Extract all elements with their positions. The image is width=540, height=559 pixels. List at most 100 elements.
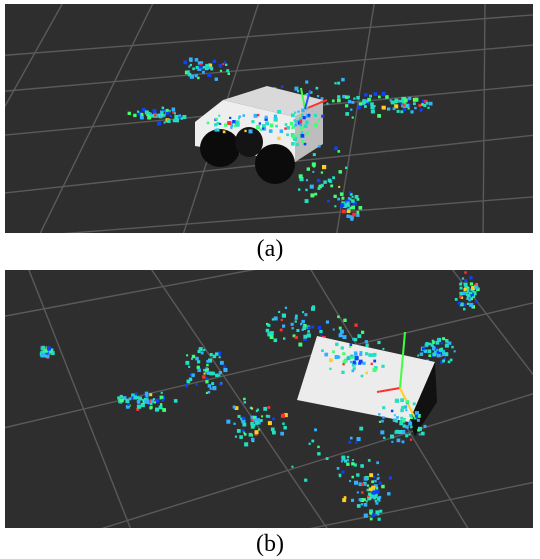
point-marker — [405, 401, 409, 405]
point-marker — [339, 192, 344, 196]
point-marker — [283, 426, 287, 430]
point-marker — [375, 510, 380, 515]
wheel-front-left — [200, 129, 240, 167]
point-marker — [330, 184, 334, 188]
point-marker — [349, 436, 353, 440]
point-marker — [305, 131, 309, 135]
point-marker — [393, 414, 396, 417]
point-marker — [354, 323, 358, 327]
point-marker — [215, 352, 219, 356]
point-marker — [262, 127, 265, 130]
point-marker — [267, 415, 271, 418]
point-marker — [149, 393, 153, 397]
point-marker — [206, 371, 210, 375]
point-marker — [344, 459, 347, 463]
point-marker — [343, 358, 348, 363]
point-marker — [347, 95, 350, 99]
point-marker — [150, 114, 155, 118]
point-marker — [464, 279, 468, 282]
point-marker — [278, 310, 281, 313]
point-marker — [469, 282, 474, 286]
point-marker — [218, 64, 223, 68]
point-marker — [294, 335, 298, 339]
point-marker — [349, 480, 352, 483]
point-marker — [40, 350, 44, 354]
point-marker — [417, 428, 420, 432]
point-marker — [316, 95, 320, 98]
point-marker — [408, 420, 412, 423]
point-marker — [338, 473, 342, 477]
point-marker — [279, 328, 283, 332]
point-marker — [418, 104, 422, 107]
point-marker — [203, 65, 206, 69]
point-marker — [205, 63, 209, 68]
point-marker — [227, 121, 231, 125]
point-marker — [132, 395, 137, 400]
point-marker — [197, 76, 200, 80]
point-marker — [223, 60, 226, 63]
point-marker — [197, 349, 201, 353]
point-marker — [435, 347, 439, 351]
point-marker — [463, 288, 467, 292]
point-marker — [370, 105, 375, 110]
point-marker — [205, 368, 209, 372]
grid-line — [150, 270, 328, 528]
point-marker — [419, 352, 424, 356]
point-marker — [147, 115, 152, 120]
point-marker — [206, 359, 210, 363]
point-marker — [122, 396, 127, 401]
point-marker — [145, 394, 149, 398]
point-marker — [413, 416, 417, 420]
point-marker — [298, 121, 302, 125]
point-marker — [250, 415, 254, 419]
point-marker — [297, 110, 300, 113]
point-marker — [464, 271, 467, 274]
point-marker — [304, 199, 309, 203]
point-marker — [306, 106, 309, 109]
point-marker — [314, 123, 318, 127]
point-marker — [119, 394, 123, 399]
point-marker — [449, 358, 453, 362]
point-marker — [381, 364, 385, 368]
point-marker — [47, 354, 50, 357]
point-marker — [351, 498, 355, 502]
point-marker — [300, 126, 304, 130]
point-marker — [304, 94, 308, 98]
point-marker — [421, 103, 424, 106]
grid-line — [5, 4, 64, 108]
point-marker — [310, 193, 315, 198]
point-marker — [325, 320, 329, 324]
point-marker — [44, 349, 48, 353]
point-marker — [344, 205, 347, 208]
point-marker — [459, 283, 462, 286]
point-marker — [359, 353, 363, 357]
robot-top-face — [223, 86, 323, 117]
point-marker — [369, 511, 373, 515]
point-marker — [187, 72, 192, 77]
point-marker — [152, 398, 155, 401]
point-marker — [354, 195, 359, 199]
point-marker — [284, 123, 288, 126]
point-marker — [436, 338, 440, 341]
point-marker — [250, 424, 255, 429]
point-marker — [185, 360, 190, 365]
point-marker — [303, 337, 307, 341]
point-marker — [389, 99, 392, 102]
point-marker — [291, 134, 296, 139]
point-marker — [273, 316, 278, 321]
point-marker — [334, 146, 338, 151]
point-marker — [146, 398, 149, 401]
point-marker — [210, 66, 214, 70]
point-marker — [337, 98, 341, 103]
point-marker — [47, 349, 50, 352]
point-marker — [400, 102, 403, 105]
point-marker — [360, 464, 364, 468]
point-marker — [345, 95, 349, 99]
point-marker — [436, 353, 441, 358]
point-marker — [209, 63, 213, 67]
point-marker — [442, 353, 445, 357]
point-marker — [351, 195, 354, 198]
point-marker — [165, 108, 169, 112]
point-marker — [329, 367, 332, 370]
point-marker — [390, 100, 395, 105]
